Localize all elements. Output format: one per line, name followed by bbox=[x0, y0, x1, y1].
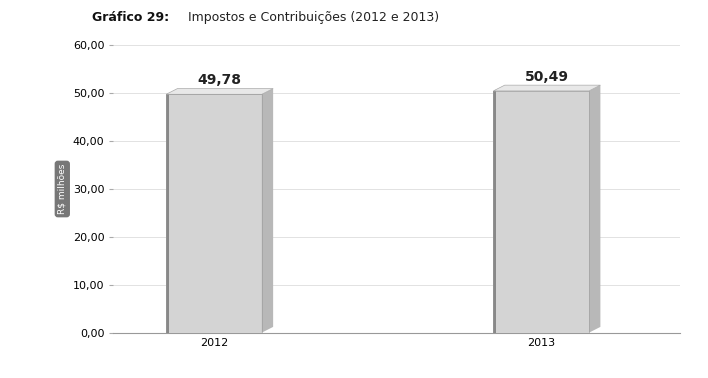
Polygon shape bbox=[166, 94, 262, 333]
Text: 50,49: 50,49 bbox=[525, 70, 569, 84]
Polygon shape bbox=[493, 91, 496, 333]
Text: Impostos e Contribuições (2012 e 2013): Impostos e Contribuições (2012 e 2013) bbox=[184, 11, 439, 24]
Polygon shape bbox=[493, 91, 589, 333]
Polygon shape bbox=[589, 85, 600, 333]
Text: Gráfico 29:: Gráfico 29: bbox=[92, 11, 169, 24]
Polygon shape bbox=[262, 88, 273, 333]
Text: 49,78: 49,78 bbox=[198, 73, 241, 87]
Text: R$ milhões: R$ milhões bbox=[58, 164, 67, 214]
Polygon shape bbox=[493, 85, 600, 91]
Polygon shape bbox=[166, 94, 169, 333]
Polygon shape bbox=[166, 88, 273, 94]
